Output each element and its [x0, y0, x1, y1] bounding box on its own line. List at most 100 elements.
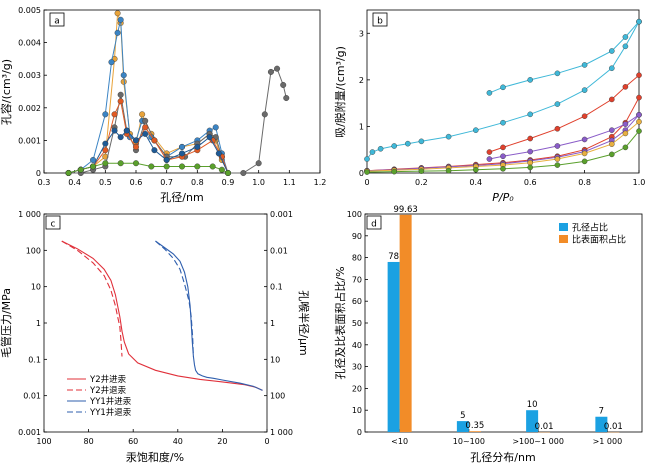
panel-a-point — [209, 163, 216, 170]
panel-a-ytick-label: 0.002 — [18, 104, 41, 113]
panel-b-point — [554, 125, 561, 132]
panel-d-ytick-label: 70 — [352, 275, 362, 284]
panel-d-legend-swatch — [559, 235, 568, 243]
panel-b-point — [554, 70, 561, 77]
panel-d-bar-label: 7 — [599, 407, 604, 417]
panel-b-point — [622, 144, 629, 151]
panel-b-point — [581, 136, 588, 143]
panel-b-point — [472, 166, 479, 173]
panel-d-bar-label: 0.01 — [535, 422, 554, 432]
panel-b-ytick-label: 2 — [359, 76, 364, 85]
panel-d-ytick-label: 100 — [347, 210, 362, 219]
panel-a-frame — [43, 9, 321, 174]
panel-a-point — [117, 134, 124, 141]
panel-a-point — [212, 124, 219, 131]
panel-a-point — [117, 16, 124, 23]
panel-a-point — [77, 166, 84, 173]
panel-a-xtick-label: 0.5 — [99, 178, 112, 187]
panel-a-ytick-label: 0.001 — [18, 136, 41, 145]
panel-a-point — [142, 117, 149, 124]
panel-a-ytick-label: 0.003 — [18, 71, 41, 80]
panel-b-point — [581, 87, 588, 93]
panel-b-ytick-label: 0 — [359, 169, 364, 178]
panel-b: b 0 0.2 0.4 0.6 0.8 1.0 0 1 2 3 P/P₀ 吸/脱附量/(cm³/g… — [333, 9, 645, 204]
panel-c-ytick-right-label: 100 — [270, 392, 285, 401]
panel-a-point — [102, 153, 109, 160]
panel-a-point — [102, 140, 109, 147]
panel-a-label: a — [54, 17, 60, 27]
panel-b-point — [609, 96, 615, 103]
panel-c-xtick-label: 80 — [84, 437, 94, 446]
panel-c-ytick-right-label: 0.1 — [270, 283, 283, 292]
panel-d-bar — [456, 421, 469, 432]
panel-b-point — [527, 111, 534, 118]
panel-b-point — [527, 164, 534, 171]
panel-b-point — [636, 118, 642, 125]
panel-a-point — [139, 111, 146, 118]
panel-b-point — [622, 43, 629, 50]
panel-a-xtick-label: 1.2 — [314, 178, 327, 187]
panel-b-point — [636, 18, 642, 25]
panel-a-point — [261, 111, 268, 118]
panel-a-point — [132, 160, 139, 167]
panel-b-point — [527, 159, 534, 166]
panel-b-ytick-label: 3 — [359, 29, 364, 38]
panel-a-ytick-label: 0.005 — [18, 6, 41, 15]
panel-b-xtick-label: 0.6 — [524, 178, 537, 187]
panel-a-point — [178, 143, 185, 150]
panel-b-point — [486, 149, 493, 155]
panel-d-bar-label: 78 — [388, 252, 399, 262]
panel-b-series-line — [366, 114, 640, 172]
panel-b-point — [636, 94, 642, 101]
panel-b-point — [622, 84, 629, 90]
panel-c-legend-label: YY1井进汞 — [89, 396, 132, 407]
panel-d-ytick-label: 80 — [352, 254, 362, 263]
panel-a-point — [148, 163, 155, 170]
panel-c-frame — [43, 213, 268, 433]
panel-b-point — [391, 168, 398, 175]
panel-d-ytick-label: 40 — [352, 341, 362, 350]
panel-d: d 0 10 20 30 40 50 60 70 80 90 100 <10 10~100 >100~1 … — [333, 205, 643, 464]
panel-c-ytick-right-label: 1 000 — [270, 428, 293, 437]
panel-c-series-line — [155, 240, 194, 357]
panel-a-point — [108, 59, 115, 66]
panel-b-frame — [366, 9, 640, 174]
panel-b-series-line — [489, 21, 640, 94]
panel-b-point — [364, 156, 370, 162]
panel-c: c 100 80 60 40 20 0 0.001 0.01 0.1 1 10 100 1 000 1 0… — [0, 210, 311, 464]
panel-a-point — [120, 72, 127, 79]
panel-b-point — [609, 65, 615, 72]
panel-b-point — [500, 84, 506, 91]
panel-b-point — [364, 169, 370, 175]
panel-b-xtick-label: 0.8 — [578, 178, 591, 187]
panel-a-point — [163, 163, 170, 170]
panel-b-ylabel: 吸/脱附量/(cm³/g) — [333, 46, 347, 138]
panel-b-point — [636, 111, 642, 118]
panel-d-legend-swatch — [559, 223, 568, 231]
panel-b-point — [581, 62, 588, 68]
panel-b-point — [554, 101, 561, 107]
panel-c-xtick-label: 20 — [217, 437, 227, 446]
panel-a-xtick-label: 0.6 — [130, 178, 143, 187]
panel-d-ytick-label: 60 — [352, 297, 362, 306]
panel-b-point — [391, 143, 398, 149]
panel-b-point — [581, 150, 588, 157]
panel-b-point — [500, 144, 506, 151]
panel-d-bar-label: 0.01 — [604, 422, 623, 432]
panel-b-xtick-label: 0.2 — [415, 178, 428, 187]
panel-a-xlabel: 孔径/nm — [160, 191, 203, 204]
panel-a-point — [280, 81, 287, 88]
panel-a-point — [218, 166, 225, 173]
panel-a-xtick-label: 1.0 — [252, 178, 265, 187]
panel-b-point — [609, 151, 615, 158]
panel-c-xtick-label: 60 — [128, 437, 138, 446]
panel-b-point — [622, 130, 629, 137]
panel-b-point — [527, 135, 534, 142]
panel-a-point — [90, 163, 97, 170]
panel-a-point — [102, 111, 109, 118]
panel-a-point — [178, 150, 185, 157]
panel-a-xtick-label: 1.1 — [283, 178, 296, 187]
panel-b-point — [500, 166, 506, 172]
panel-a-ytick-label: 0 — [36, 169, 41, 178]
